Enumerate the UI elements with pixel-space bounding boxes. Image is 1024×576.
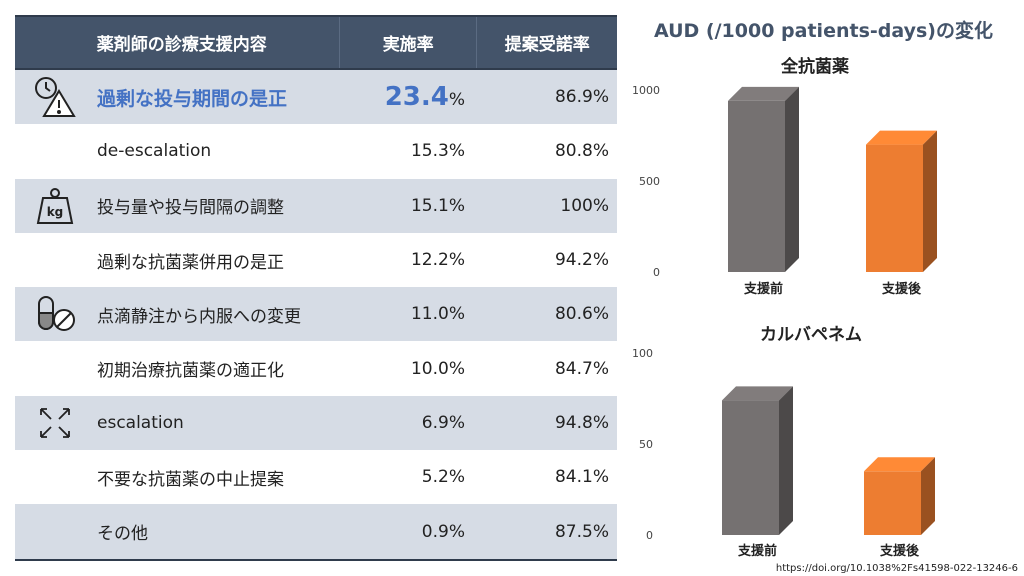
row-item: de-escalation — [97, 141, 212, 162]
row-rate: 0.9% — [421, 521, 465, 542]
row-acceptance: 94.2% — [554, 250, 609, 271]
bar-side — [785, 86, 799, 272]
x-category-label: 支援前 — [737, 543, 777, 559]
table-row: 初期治療抗菌薬の適正化 10.0% 84.7% — [15, 341, 617, 395]
bar-front — [864, 471, 921, 535]
weight-kg-icon: kg — [15, 179, 95, 233]
bar-front — [866, 144, 923, 272]
row-rate: 23.4% — [340, 82, 477, 112]
table-row: 過剰な抗菌薬併用の是正 12.2% 94.2% — [15, 233, 617, 287]
header-rate: 実施率 — [338, 17, 477, 68]
header-icon-cell — [15, 17, 95, 68]
clock-warning-icon — [15, 70, 95, 124]
bar-top — [722, 386, 793, 401]
row-acceptance: 94.8% — [554, 412, 609, 433]
pill-no-icon — [15, 287, 95, 341]
bar-top — [864, 457, 935, 472]
bar-side — [921, 457, 935, 535]
bar-支援後 — [864, 457, 935, 535]
row-item: 過剰な投与期間の是正 — [97, 87, 288, 110]
row-acceptance: 80.6% — [554, 304, 609, 325]
bar-支援前 — [728, 86, 799, 272]
row-rate-value: 23.4 — [384, 82, 449, 113]
bar-side — [923, 130, 937, 272]
chart-carbapenem: 0 50 100 支援前 支援後 — [632, 347, 935, 559]
chart-main-title: AUD (/1000 patients-days)の変化 — [654, 20, 993, 42]
x-category-label: 支援後 — [881, 281, 922, 297]
row-acceptance: 86.9% — [554, 87, 609, 108]
y-tick-label: 0 — [646, 529, 653, 542]
row-item: その他 — [97, 524, 148, 545]
row-rate: 15.1% — [410, 195, 465, 216]
row-item: 投与量や投与間隔の調整 — [97, 198, 284, 219]
table-row: de-escalation 15.3% 80.8% — [15, 124, 617, 178]
svg-text:kg: kg — [47, 205, 64, 219]
table-row: 過剰な投与期間の是正 23.4% 86.9% — [15, 70, 617, 125]
y-tick-label: 50 — [639, 438, 653, 451]
table-bottom-border — [15, 558, 617, 561]
chart-title-carbapenem: カルバペネム — [760, 325, 862, 345]
header-item: 薬剤師の診療支援内容 — [96, 35, 267, 55]
bar-front — [728, 100, 785, 272]
expand-arrows-icon — [15, 396, 95, 450]
support-content-table: 薬剤師の診療支援内容 実施率 提案受諾率 過剰な投与期間の是正 23.4% 86… — [15, 15, 617, 561]
x-category-label: 支援前 — [743, 281, 783, 297]
table-row: 不要な抗菌薬の中止提案 5.2% 84.1% — [15, 450, 617, 504]
header-acceptance: 提案受諾率 — [476, 17, 617, 68]
row-rate: 6.9% — [421, 412, 465, 433]
table-header: 薬剤師の診療支援内容 実施率 提案受諾率 — [15, 15, 617, 70]
chart-title-all-antibiotics: 全抗菌薬 — [781, 57, 849, 77]
row-item: 点滴静注から内服への変更 — [97, 306, 301, 327]
row-rate-unit: % — [448, 90, 465, 111]
row-acceptance: 87.5% — [554, 521, 609, 542]
bar-front — [722, 400, 779, 535]
row-acceptance: 84.7% — [554, 358, 609, 379]
row-item: 過剰な抗菌薬併用の是正 — [97, 252, 284, 273]
row-item: escalation — [97, 412, 184, 433]
x-category-label: 支援後 — [879, 543, 920, 559]
row-acceptance: 84.1% — [554, 467, 609, 488]
bar-top — [866, 130, 937, 145]
row-rate: 5.2% — [421, 467, 465, 488]
row-rate: 10.0% — [410, 358, 465, 379]
y-tick-label: 0 — [653, 266, 660, 279]
row-rate: 15.3% — [410, 141, 465, 162]
y-tick-label: 100 — [632, 347, 653, 360]
bar-支援前 — [722, 386, 793, 535]
chart-all-antibiotics: 0 500 1000 支援前 支援後 — [632, 84, 937, 297]
table-row: 点滴静注から内服への変更 11.0% 80.6% — [15, 287, 617, 342]
row-item: 不要な抗菌薬の中止提案 — [97, 469, 284, 490]
row-rate: 11.0% — [410, 304, 465, 325]
row-acceptance: 80.8% — [554, 141, 609, 162]
table-row: その他 0.9% 87.5% — [15, 504, 617, 559]
bar-支援後 — [866, 130, 937, 272]
doi-link[interactable]: https://doi.org/10.1038%2Fs41598-022-132… — [775, 563, 1018, 574]
bar-top — [728, 86, 799, 101]
row-rate: 12.2% — [410, 250, 465, 271]
y-tick-label: 1000 — [632, 84, 660, 97]
row-acceptance: 100% — [560, 195, 609, 216]
row-item: 初期治療抗菌薬の適正化 — [97, 361, 284, 382]
table-row: escalation 6.9% 94.8% — [15, 395, 617, 451]
y-tick-label: 500 — [639, 175, 660, 188]
bar-side — [779, 386, 793, 535]
table-row: kg 投与量や投与間隔の調整 15.1% 100% — [15, 178, 617, 233]
